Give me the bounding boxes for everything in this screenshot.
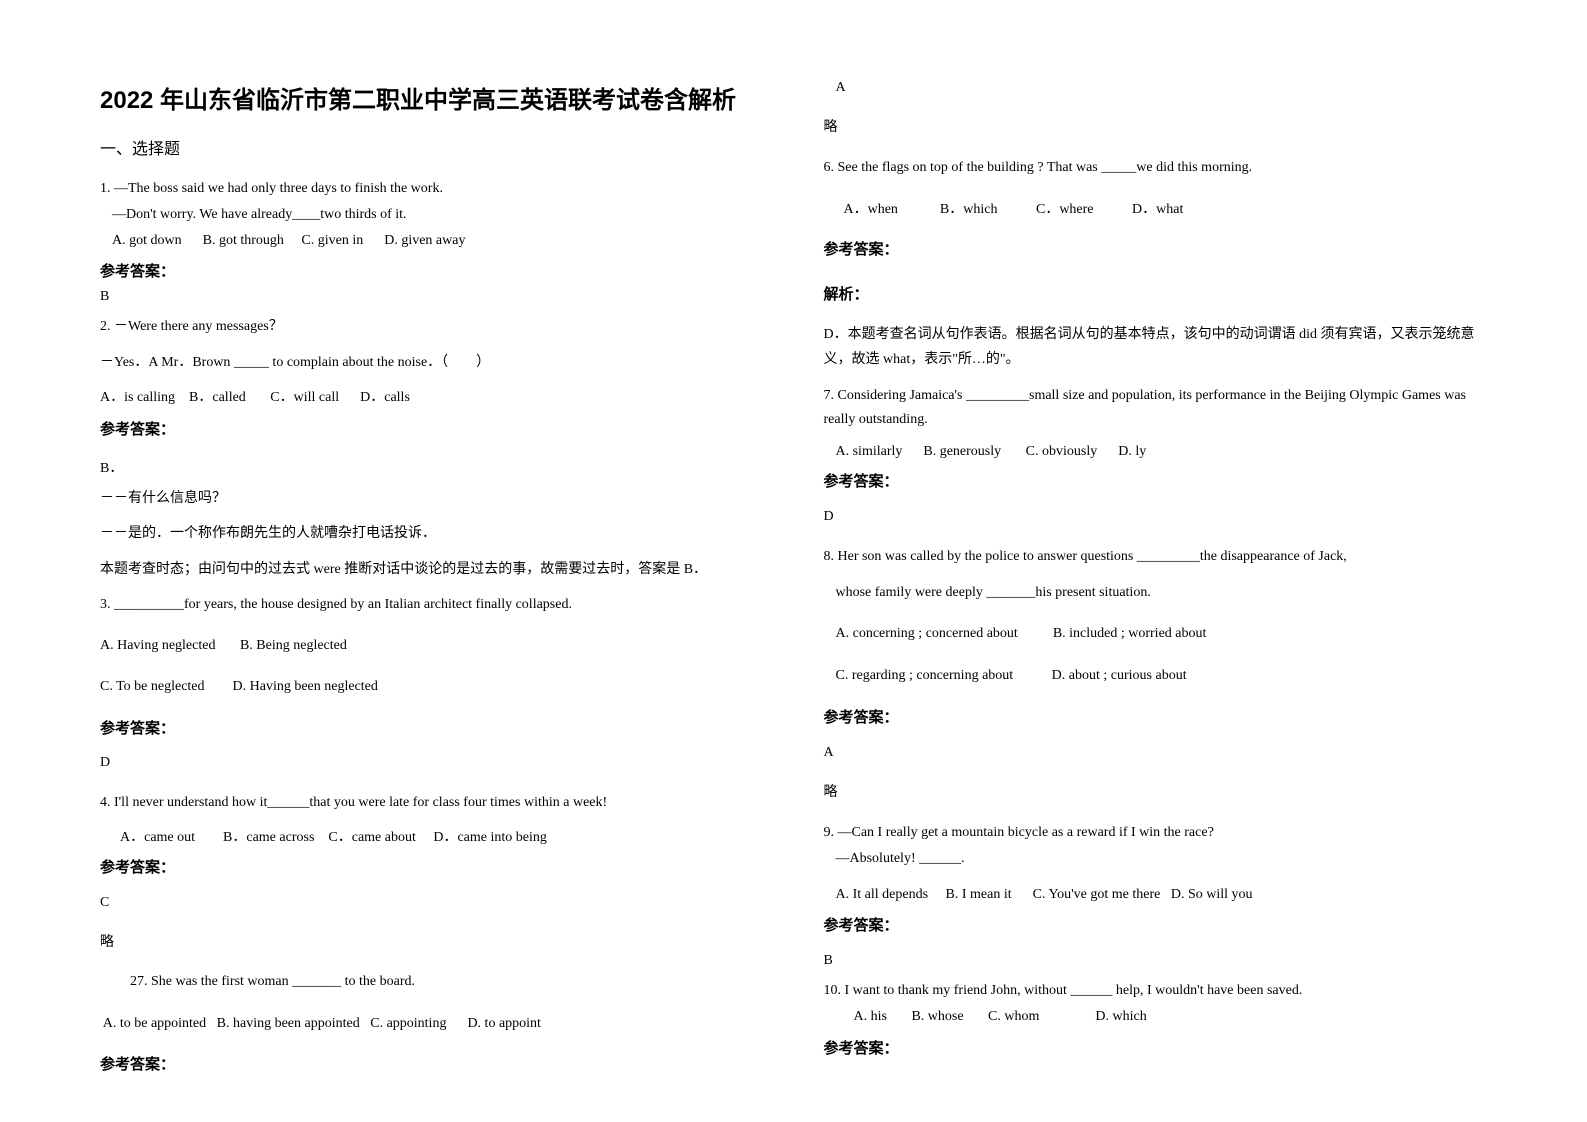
q3-answer: D	[100, 755, 764, 771]
q1-answer: B	[100, 289, 764, 305]
q7-options: A. similarly B. generously C. obviously …	[824, 444, 1488, 460]
q10-options: A. his B. whose C. whom D. which	[824, 1005, 1488, 1029]
q1-answer-label: 参考答案：	[100, 260, 764, 281]
q4-line1: 4. I'll never understand how it______tha…	[100, 791, 764, 815]
q8-line2: whose family were deeply _______his pres…	[824, 581, 1488, 605]
q9-options: A. It all depends B. I mean it C. You've…	[824, 883, 1488, 907]
q6-options: A．when B．which C．where D．what	[824, 198, 1488, 218]
q9-line2: —Absolutely! ______.	[824, 847, 1488, 871]
q3-answer-label: 参考答案：	[100, 717, 764, 738]
right-column: A 略 6. See the flags on top of the build…	[824, 80, 1488, 1082]
left-column: 2022 年山东省临沂市第二职业中学高三英语联考试卷含解析 一、选择题 1. —…	[100, 80, 764, 1082]
q4-options: A．came out B．came across C．came about D．…	[100, 826, 764, 846]
q8-line1: 8. Her son was called by the police to a…	[824, 545, 1488, 569]
q2-answer-label: 参考答案：	[100, 418, 764, 439]
q4-omit: 略	[100, 931, 764, 951]
q7-answer: D	[824, 509, 1488, 525]
q7-answer-label: 参考答案：	[824, 470, 1488, 491]
q9-answer: B	[824, 953, 1488, 969]
q3-opt2: C. To be neglected D. Having been neglec…	[100, 675, 764, 699]
q2-explain3: 本题考查时态；由问句中的过去式 were 推断对话中谈论的是过去的事，故需要过去…	[100, 558, 764, 582]
section-heading-1: 一、选择题	[100, 135, 764, 159]
q8-answer: A	[824, 745, 1488, 761]
q27-line1: 27. She was the first woman _______ to t…	[100, 970, 764, 994]
q4-answer-label: 参考答案：	[100, 856, 764, 877]
q2-options: A．is calling B．called C．will call D．call…	[100, 386, 764, 410]
q10-answer-label: 参考答案：	[824, 1037, 1488, 1058]
q5-omit: 略	[824, 116, 1488, 136]
q6-explain: D．本题考查名词从句作表语。根据名词从句的基本特点，该句中的动词谓语 did 须…	[824, 322, 1488, 372]
q2-answer: B．	[100, 457, 764, 477]
q4-answer: C	[100, 895, 764, 911]
q9-line1: 9. —Can I really get a mountain bicycle …	[824, 821, 1488, 845]
q2-explain1: －－有什么信息吗？	[100, 487, 764, 511]
q1-line1: 1. —The boss said we had only three days…	[100, 177, 764, 201]
q7-line1: 7. Considering Jamaica's _________small …	[824, 384, 1488, 432]
q3-line1: 3. __________for years, the house design…	[100, 593, 764, 617]
q6-explain-label: 解析：	[824, 283, 1488, 304]
q1-line2: —Don't worry. We have already____two thi…	[100, 203, 764, 227]
q10-line1: 10. I want to thank my friend John, with…	[824, 979, 1488, 1003]
q27-answer-label: 参考答案：	[100, 1053, 764, 1074]
q5-answer: A	[824, 80, 1488, 96]
page-title: 2022 年山东省临沂市第二职业中学高三英语联考试卷含解析	[100, 80, 764, 115]
q6-answer-label: 参考答案：	[824, 238, 1488, 259]
q27-options: A. to be appointed B. having been appoin…	[100, 1012, 764, 1036]
q9-answer-label: 参考答案：	[824, 914, 1488, 935]
q2-line2: －Yes．A Mr．Brown _____ to complain about …	[100, 351, 764, 375]
q2-line1: 2. －Were there any messages？	[100, 315, 764, 339]
q1-options: A. got down B. got through C. given in D…	[100, 229, 764, 253]
q8-omit: 略	[824, 781, 1488, 801]
q8-opt2: C. regarding ; concerning about D. about…	[824, 664, 1488, 688]
q2-explain2: －－是的．一个称作布朗先生的人就嘈杂打电话投诉．	[100, 522, 764, 546]
q8-opt1: A. concerning ; concerned about B. inclu…	[824, 622, 1488, 646]
q3-opt1: A. Having neglected B. Being neglected	[100, 634, 764, 658]
q8-answer-label: 参考答案：	[824, 706, 1488, 727]
q6-line1: 6. See the flags on top of the building …	[824, 156, 1488, 180]
